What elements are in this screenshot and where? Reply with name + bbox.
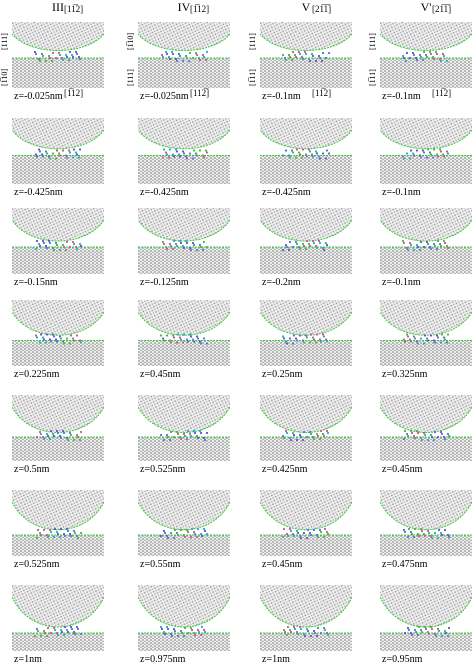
z-label: z=0.225nm — [14, 369, 60, 380]
simulation-panel — [12, 585, 104, 651]
z-label: z=-0.1nm — [262, 91, 301, 102]
z-label: z=0.55nm — [140, 559, 181, 570]
column-header: V — [301, 0, 311, 14]
top-direction: [11̅2] — [64, 4, 84, 14]
simulation-panel — [260, 395, 352, 461]
left-upper-direction: [1̅10] — [126, 32, 135, 50]
z-label: z=-0.425nm — [262, 187, 311, 198]
simulation-panel — [380, 22, 472, 88]
simulation-panel — [12, 208, 104, 274]
simulation-panel — [380, 395, 472, 461]
simulation-panel — [380, 585, 472, 651]
z-label: z=-0.125nm — [140, 277, 189, 288]
simulation-panel — [138, 208, 230, 274]
left-lower-direction: [1̅11] — [368, 69, 377, 86]
simulation-panel — [380, 208, 472, 274]
z-label: z=0.25nm — [262, 369, 303, 380]
z-label: z=-0.15nm — [14, 277, 58, 288]
column-header: III — [52, 0, 64, 14]
z-label: z=-0.425nm — [14, 187, 63, 198]
simulation-panel — [260, 300, 352, 366]
z-label: z=0.525nm — [140, 464, 186, 475]
z-label: z=1nm — [262, 654, 290, 665]
z-label: z=-0.025nm — [14, 91, 63, 102]
z-label: z=0.475nm — [382, 559, 428, 570]
z-label: z=0.45nm — [262, 559, 303, 570]
simulation-panel — [260, 585, 352, 651]
left-lower-direction: [111] — [126, 69, 135, 86]
simulation-panel — [260, 490, 352, 556]
z-label: z=-0.1nm — [382, 277, 421, 288]
column-header: V' — [420, 0, 432, 14]
left-lower-direction: [1̅10] — [0, 68, 9, 86]
z-label: z=0.45nm — [382, 464, 423, 475]
z-label: z=-0.1nm — [382, 91, 421, 102]
simulation-panel — [380, 300, 472, 366]
simulation-panel — [380, 118, 472, 184]
z-label: z=-0.425nm — [140, 187, 189, 198]
simulation-panel — [12, 300, 104, 366]
bottom-direction: [1̅12] — [64, 88, 84, 98]
simulation-panel — [380, 490, 472, 556]
simulation-panel — [138, 22, 230, 88]
simulation-panel — [138, 490, 230, 556]
z-label: z=0.5nm — [14, 464, 50, 475]
simulation-panel — [138, 585, 230, 651]
simulation-panel — [138, 118, 230, 184]
column-header: IV — [177, 0, 191, 14]
simulation-panel — [12, 490, 104, 556]
simulation-panel — [12, 22, 104, 88]
top-direction: [21̅1̅] — [432, 4, 452, 14]
bottom-direction: [11̅2] — [312, 88, 332, 98]
bottom-direction: [112̅] — [190, 88, 210, 98]
z-label: z=0.325nm — [382, 369, 428, 380]
simulation-panel — [260, 208, 352, 274]
simulation-panel — [12, 118, 104, 184]
simulation-panel — [260, 22, 352, 88]
simulation-panel — [138, 395, 230, 461]
left-upper-direction: [111] — [368, 33, 377, 50]
z-label: z=0.975nm — [140, 654, 186, 665]
left-lower-direction: [1̅11] — [248, 69, 257, 86]
simulation-panel — [12, 395, 104, 461]
z-label: z=-0.025nm — [140, 91, 189, 102]
z-label: z=0.525nm — [14, 559, 60, 570]
simulation-panel — [138, 300, 230, 366]
z-label: z=0.45nm — [140, 369, 181, 380]
z-label: z=0.425nm — [262, 464, 308, 475]
left-upper-direction: [111] — [0, 33, 9, 50]
z-label: z=-0.1nm — [382, 187, 421, 198]
top-direction: [21̅1̅] — [312, 4, 332, 14]
z-label: z=0.95nm — [382, 654, 423, 665]
top-direction: [1̅12] — [190, 4, 210, 14]
left-upper-direction: [111] — [248, 33, 257, 50]
z-label: z=1nm — [14, 654, 42, 665]
z-label: z=-0.2nm — [262, 277, 301, 288]
simulation-panel — [260, 118, 352, 184]
bottom-direction: [11̅2] — [432, 88, 452, 98]
